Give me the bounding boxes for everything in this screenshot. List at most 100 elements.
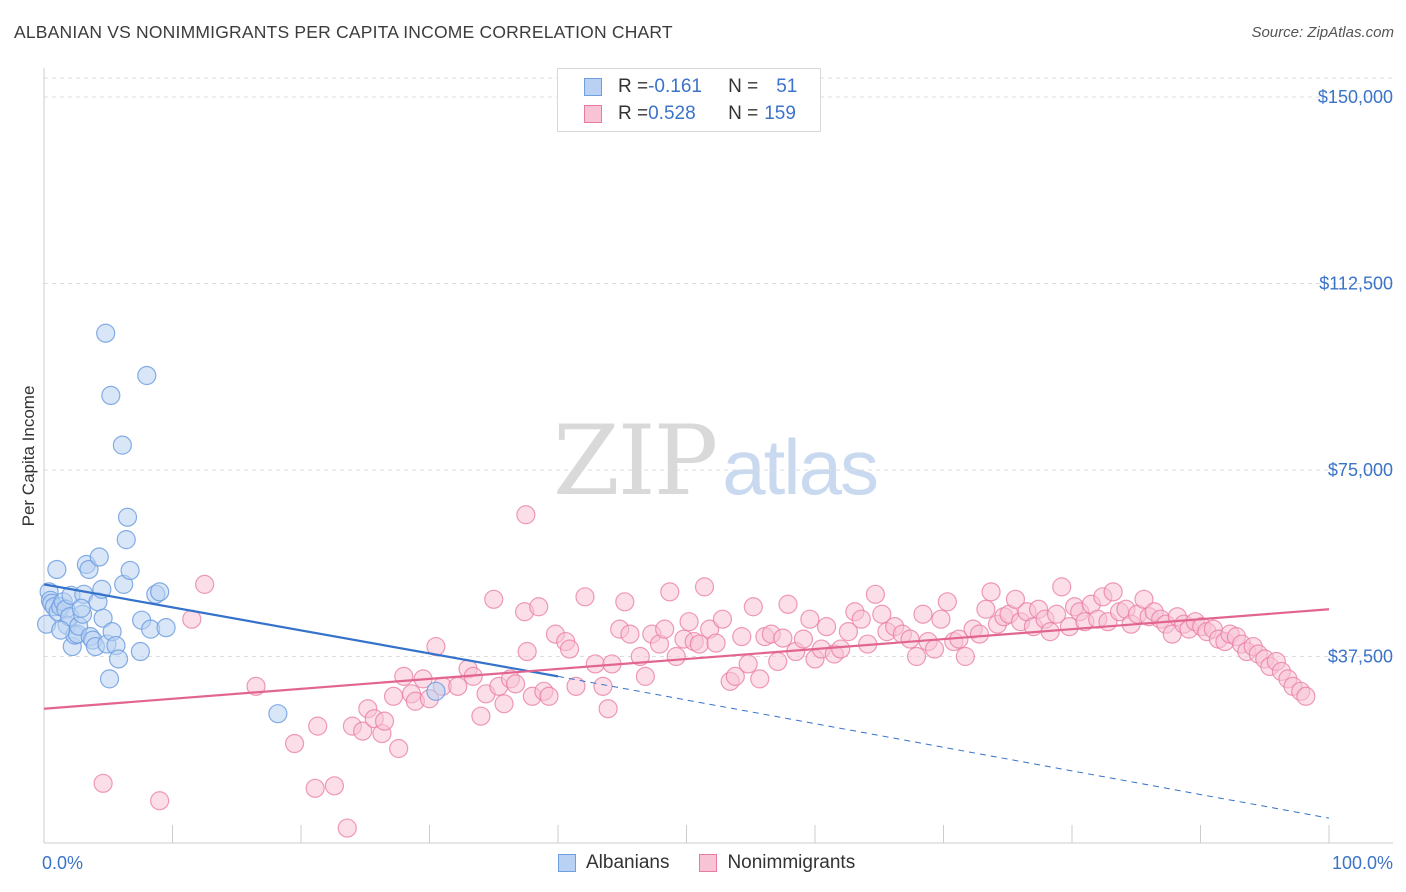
nonimmigrants-point bbox=[768, 651, 788, 672]
nonimmigrants-point bbox=[900, 629, 920, 649]
nonimmigrants-point bbox=[516, 505, 536, 525]
nonimmigrants-point bbox=[615, 592, 635, 612]
nonimmigrants-point bbox=[816, 617, 837, 637]
albanians-point bbox=[47, 559, 67, 580]
nonimmigrants-point bbox=[1134, 589, 1154, 609]
nonimmigrants-point bbox=[585, 654, 605, 674]
nonimmigrants-point bbox=[566, 676, 586, 696]
legend-label-nonimmigrants: Nonimmigrants bbox=[727, 852, 856, 873]
nonimmigrants-point bbox=[484, 589, 504, 609]
watermark-atlas: atlas bbox=[722, 423, 879, 511]
albanians-point bbox=[120, 560, 140, 581]
nonimmigrants-point bbox=[471, 706, 491, 726]
albanians-points bbox=[36, 323, 446, 724]
y-tick-label: $150,000 bbox=[1318, 87, 1393, 107]
nonimmigrants-point bbox=[353, 721, 373, 741]
nonimmigrants-point bbox=[593, 676, 613, 696]
series-legend: Albanians Nonimmigrants bbox=[558, 852, 885, 874]
nonimmigrants-point bbox=[712, 609, 733, 629]
albanians-trend-extension bbox=[557, 675, 1330, 819]
nonimmigrants-point bbox=[773, 628, 793, 648]
nonimmigrants-point bbox=[284, 733, 305, 754]
nonimmigrants-point bbox=[694, 577, 715, 597]
legend-r-label: R = bbox=[618, 103, 649, 124]
albanians-point bbox=[426, 681, 446, 701]
nonimmigrants-point bbox=[750, 669, 770, 689]
nonimmigrants-point bbox=[931, 609, 951, 629]
nonimmigrants-point bbox=[1046, 604, 1067, 624]
albanians-point bbox=[108, 649, 129, 669]
watermark: ZIPatlas bbox=[553, 405, 879, 517]
legend-n-value: 51 bbox=[776, 76, 798, 97]
albanians-point bbox=[93, 608, 113, 628]
nonimmigrants-point bbox=[324, 776, 345, 796]
albanians-swatch bbox=[584, 78, 602, 96]
albanians-point bbox=[156, 618, 176, 638]
nonimmigrants-point bbox=[505, 674, 526, 694]
nonimmigrants-point bbox=[598, 699, 618, 719]
nonimmigrants-point bbox=[529, 597, 549, 617]
legend-r-value: -0.161 bbox=[648, 76, 702, 97]
nonimmigrants-point bbox=[374, 711, 395, 731]
nonimmigrants-point bbox=[517, 641, 537, 662]
legend-item-nonimmigrants: Nonimmigrants bbox=[699, 852, 855, 874]
nonimmigrants-point bbox=[738, 654, 758, 674]
axes bbox=[43, 68, 1393, 844]
nonimmigrants-point bbox=[865, 584, 885, 604]
nonimmigrants-point bbox=[937, 592, 957, 612]
nonimmigrants-point bbox=[969, 624, 990, 644]
nonimmigrants-point bbox=[800, 609, 820, 629]
nonimmigrants-point bbox=[448, 676, 468, 696]
albanians-point bbox=[150, 582, 170, 602]
nonimmigrants-point bbox=[872, 604, 892, 624]
albanians-point bbox=[117, 507, 138, 527]
albanians-point bbox=[99, 669, 120, 689]
nonimmigrants-point bbox=[195, 574, 215, 594]
x-tick-label: 0.0% bbox=[42, 853, 83, 873]
albanians-point bbox=[79, 559, 99, 580]
nonimmigrants-point bbox=[955, 646, 975, 667]
albanians-point bbox=[51, 620, 71, 640]
nonimmigrants-swatch bbox=[584, 105, 602, 123]
correlation-legend: R = -0.161 N = 51 R = 0.528 N = 159 bbox=[557, 68, 821, 132]
albanians-point bbox=[89, 547, 109, 567]
nonimmigrants-point bbox=[778, 594, 798, 614]
nonimmigrants-point bbox=[559, 639, 580, 659]
nonimmigrants-point bbox=[337, 818, 357, 838]
y-tick-label: $37,500 bbox=[1328, 647, 1393, 667]
albanians-point bbox=[116, 530, 136, 550]
legend-n-value: 159 bbox=[764, 103, 796, 124]
legend-n-label: N = bbox=[728, 103, 759, 124]
nonimmigrants-point bbox=[851, 609, 871, 629]
nonimmigrants-point bbox=[793, 629, 814, 649]
nonimmigrants-point bbox=[831, 639, 851, 659]
albanians-trend-line bbox=[43, 583, 559, 678]
nonimmigrants-point bbox=[913, 604, 933, 624]
albanians-point bbox=[101, 385, 121, 405]
nonimmigrants-point bbox=[732, 627, 752, 647]
legend-label-albanians: Albanians bbox=[586, 852, 670, 873]
nonimmigrants-point bbox=[660, 582, 680, 602]
nonimmigrants-point bbox=[838, 622, 859, 642]
albanians-point bbox=[268, 704, 288, 724]
nonimmigrants-point bbox=[906, 646, 927, 667]
nonimmigrants-point bbox=[494, 694, 514, 714]
albanians-point bbox=[112, 435, 132, 455]
nonimmigrants-point bbox=[976, 599, 996, 619]
nonimmigrants-point bbox=[305, 778, 325, 798]
trend-lines bbox=[43, 583, 1330, 819]
albanians-point bbox=[137, 365, 157, 386]
nonimmigrants-point bbox=[679, 612, 699, 632]
y-axis-label: Per Capita Income bbox=[19, 386, 38, 527]
y-tick-label: $75,000 bbox=[1328, 460, 1393, 480]
nonimmigrants-swatch bbox=[699, 854, 718, 872]
nonimmigrants-point bbox=[981, 582, 1001, 602]
nonimmigrants-point bbox=[1005, 589, 1026, 609]
nonimmigrants-point bbox=[394, 666, 414, 686]
nonimmigrants-point bbox=[706, 633, 726, 653]
nonimmigrants-point bbox=[620, 624, 640, 644]
nonimmigrants-points bbox=[93, 505, 1316, 838]
albanians-swatch bbox=[558, 854, 576, 872]
source-label: Source: ZipAtlas.com bbox=[1251, 24, 1394, 41]
